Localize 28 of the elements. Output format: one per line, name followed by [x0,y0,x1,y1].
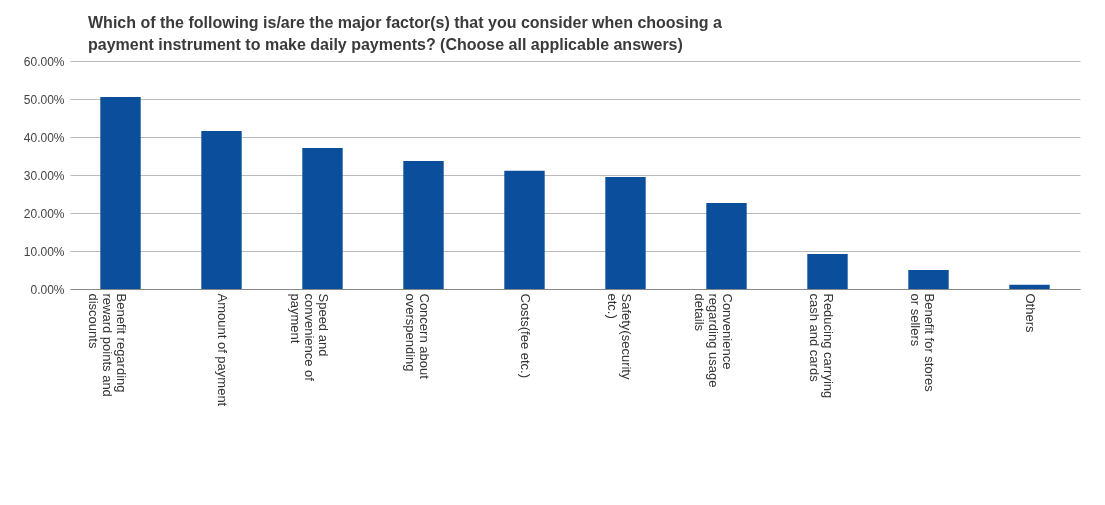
bar [302,148,343,289]
bar [908,270,949,289]
y-tick-label: 60.00% [23,54,65,69]
y-tick-label: 50.00% [23,92,65,107]
x-tick-label: Reducing carrying cash and cards [806,293,836,399]
y-tick-label: 10.00% [23,244,65,259]
bar [706,203,747,289]
x-tick-label: Safety(security etc.) [604,293,634,380]
bar [1009,284,1050,289]
x-tick-label: Benefit regarding reward points and discounts [85,293,129,397]
x-tick-label: Costs(fee etc.) [517,293,533,379]
x-tick-label: Amount of payment [214,293,230,407]
y-tick-label: 40.00% [23,130,65,145]
chart-title: Which of the following is/are the major factor(s) that you consider when choosing a payment instrument to make daily payments? (Choose all applicable answers) [88,14,722,53]
y-tick-label: 0.00% [30,282,65,297]
bar [403,160,444,289]
x-tick-label: Speed and convenience of payment [287,293,331,382]
bar [504,170,545,289]
y-tick-label: 20.00% [23,206,65,221]
x-tick-label: Convenience regarding usage details [691,293,735,388]
bar [807,254,848,289]
bar [201,130,242,289]
x-tick-label: Others [1022,293,1038,334]
bar [605,176,646,289]
bar [100,97,141,289]
x-tick-label: Benefit for stores or sellers [907,293,937,393]
y-tick-label: 30.00% [23,168,65,183]
x-tick-label: Concern about overspending [402,293,432,380]
